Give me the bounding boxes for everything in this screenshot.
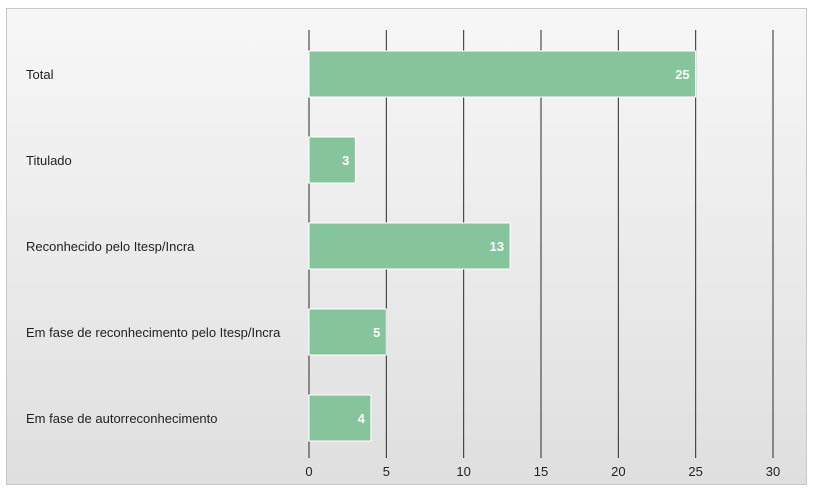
x-tick-labels: 0 5 10 15 20 25 30 [305, 464, 780, 479]
data-label-0: 25 [675, 67, 689, 82]
data-label-1: 3 [342, 153, 349, 168]
bars [308, 50, 697, 442]
category-label-1: Titulado [26, 153, 72, 168]
x-tick-label-30: 30 [766, 464, 780, 479]
data-label-2: 13 [490, 239, 504, 254]
bar-0 [308, 50, 697, 98]
x-tick-label-25: 25 [688, 464, 702, 479]
category-label-0: Total [26, 67, 54, 82]
x-tick-label-0: 0 [305, 464, 312, 479]
x-tick-label-10: 10 [456, 464, 470, 479]
category-labels: Total Titulado Reconhecido pelo Itesp/Incr… [26, 67, 281, 426]
bar-4 [308, 394, 372, 442]
x-tick-label-5: 5 [383, 464, 390, 479]
data-labels: 25 3 13 5 4 [342, 67, 690, 426]
bar-3 [308, 308, 387, 356]
grid-lines [308, 30, 774, 458]
bar-2 [308, 222, 511, 270]
x-tick-label-15: 15 [534, 464, 548, 479]
category-label-3: Em fase de reconhecimento pelo Itesp/Inc… [26, 325, 281, 340]
data-label-4: 4 [358, 411, 366, 426]
x-tick-label-20: 20 [611, 464, 625, 479]
bar-1 [308, 136, 356, 184]
data-label-3: 5 [373, 325, 380, 340]
category-label-2: Reconhecido pelo Itesp/Incra [26, 239, 195, 254]
category-label-4: Em fase de autorreconhecimento [26, 411, 218, 426]
